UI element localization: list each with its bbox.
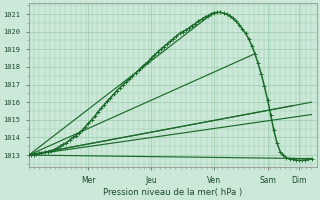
X-axis label: Pression niveau de la mer( hPa ): Pression niveau de la mer( hPa ) <box>103 188 242 197</box>
